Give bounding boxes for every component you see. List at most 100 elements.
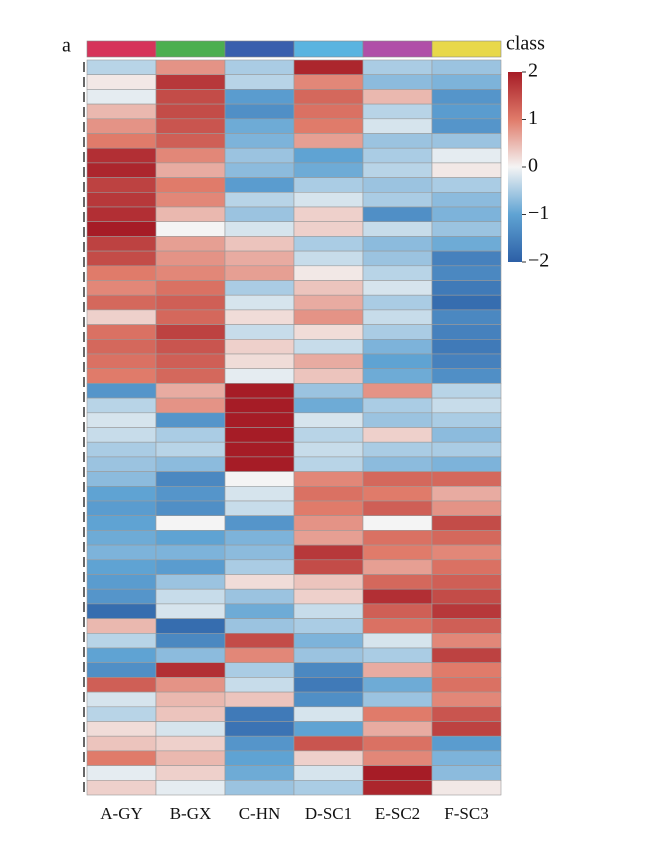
heatmap-cell [155, 632, 226, 649]
colorbar-tick-label: −1 [528, 202, 549, 224]
heatmap-cell [293, 691, 364, 708]
heatmap-cell [362, 368, 433, 384]
heatmap-cell [224, 221, 295, 237]
heatmap-cell [431, 603, 502, 619]
heatmap-cell [86, 147, 157, 164]
heatmap-cell [224, 647, 295, 663]
class-bar [362, 40, 433, 58]
heatmap-cell [224, 383, 295, 399]
heatmap-cell [293, 280, 364, 296]
heatmap-cell [155, 588, 226, 605]
heatmap-cell [86, 765, 157, 781]
heatmap-cell [224, 427, 295, 443]
heatmap-cell [86, 236, 157, 252]
x-tick-label: B-GX [170, 804, 212, 823]
heatmap-cell [224, 368, 295, 384]
heatmap-cell [224, 500, 295, 516]
heatmap-cell [362, 574, 433, 590]
heatmap-cell [155, 618, 226, 634]
heatmap-cell [224, 294, 295, 311]
heatmap-cell [362, 133, 433, 149]
heatmap-cell [224, 59, 295, 75]
heatmap-cell [224, 691, 295, 708]
heatmap-cell [155, 765, 226, 781]
heatmap-cell [293, 118, 364, 134]
heatmap-cell [431, 397, 502, 414]
heatmap-cell [86, 706, 157, 722]
heatmap-cell [293, 309, 364, 325]
heatmap-cell [293, 706, 364, 722]
heatmap-cell [293, 662, 364, 678]
heatmap-cell [155, 103, 226, 120]
heatmap-cell [362, 632, 433, 649]
heatmap-cell [224, 74, 295, 90]
heatmap-cell [431, 309, 502, 325]
heatmap-cell [431, 559, 502, 575]
heatmap-cell [155, 662, 226, 678]
heatmap-cell [431, 265, 502, 281]
heatmap-cell [362, 677, 433, 693]
heatmap-cell [155, 74, 226, 90]
heatmap-cell [431, 735, 502, 752]
heatmap-cell [293, 133, 364, 149]
heatmap-cell [224, 324, 295, 340]
heatmap-cell [362, 485, 433, 502]
heatmap-cell [155, 118, 226, 134]
heatmap-cell [86, 574, 157, 590]
heatmap-cell [431, 721, 502, 737]
heatmap-cell [86, 735, 157, 752]
heatmap-cell [293, 192, 364, 208]
heatmap-cell [362, 250, 433, 267]
heatmap-cell [293, 250, 364, 267]
heatmap-cell [86, 779, 157, 796]
heatmap-cell [431, 74, 502, 90]
heatmap-cell [431, 412, 502, 428]
heatmap-cell [431, 471, 502, 487]
heatmap-cell [86, 485, 157, 502]
heatmap-cell [155, 397, 226, 414]
heatmap-cell [224, 353, 295, 369]
heatmap-cell [362, 706, 433, 722]
heatmap-cell [224, 779, 295, 796]
heatmap-cell [362, 691, 433, 708]
heatmap-cell [293, 603, 364, 619]
heatmap-cell [293, 530, 364, 546]
heatmap-cell [155, 735, 226, 752]
heatmap-cell [293, 735, 364, 752]
heatmap-cell [86, 309, 157, 325]
heatmap-cell [362, 324, 433, 340]
heatmap-cell [362, 456, 433, 472]
heatmap-cell [293, 383, 364, 399]
heatmap-cell [86, 192, 157, 208]
heatmap-cell [431, 662, 502, 678]
heatmap-cell [293, 779, 364, 796]
heatmap-cell [362, 206, 433, 222]
heatmap-cell [86, 471, 157, 487]
heatmap-cell [86, 89, 157, 105]
heatmap-cell [293, 500, 364, 516]
heatmap-cell [431, 677, 502, 693]
heatmap-cell [293, 559, 364, 575]
heatmap-cell [293, 427, 364, 443]
heatmap-cell [431, 338, 502, 355]
heatmap-cell [86, 265, 157, 281]
heatmap-cell [431, 647, 502, 663]
heatmap-cell [86, 500, 157, 516]
heatmap-cell [155, 280, 226, 296]
heatmap-cell [155, 221, 226, 237]
heatmap-cell [362, 383, 433, 399]
heatmap-cell [431, 280, 502, 296]
heatmap-cell [86, 647, 157, 663]
heatmap-cell [86, 368, 157, 384]
heatmap-cell [362, 441, 433, 458]
x-tick-label: E-SC2 [375, 804, 420, 823]
x-tick-label: F-SC3 [444, 804, 488, 823]
heatmap-cell [86, 677, 157, 693]
heatmap-cell [224, 177, 295, 193]
heatmap-cell [431, 324, 502, 340]
heatmap-cell [86, 250, 157, 267]
class-bar [86, 40, 157, 58]
heatmap-cell [224, 133, 295, 149]
heatmap-cell [293, 89, 364, 105]
heatmap-cell [86, 206, 157, 222]
